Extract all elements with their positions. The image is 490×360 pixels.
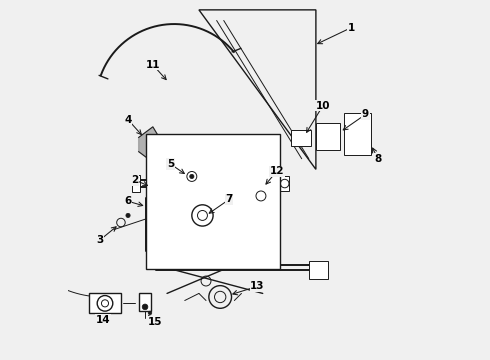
Text: 7: 7 <box>225 194 233 204</box>
Text: 1: 1 <box>348 23 355 33</box>
Text: 4: 4 <box>124 115 132 125</box>
Bar <box>344 113 371 155</box>
Bar <box>291 130 311 146</box>
Text: 13: 13 <box>250 281 265 291</box>
Circle shape <box>142 304 148 310</box>
Text: 15: 15 <box>147 317 162 327</box>
Text: 8: 8 <box>374 154 382 164</box>
Circle shape <box>148 311 152 315</box>
Text: 6: 6 <box>124 196 132 206</box>
Text: 11: 11 <box>146 60 160 70</box>
Circle shape <box>190 174 194 179</box>
Text: 14: 14 <box>96 315 111 325</box>
Bar <box>316 123 340 150</box>
Text: 10: 10 <box>316 100 330 111</box>
Text: 9: 9 <box>362 109 369 120</box>
Bar <box>139 293 151 311</box>
Polygon shape <box>139 127 164 162</box>
Bar <box>309 261 328 279</box>
Bar <box>132 175 141 192</box>
Circle shape <box>126 213 130 217</box>
Bar <box>146 134 280 269</box>
Text: 12: 12 <box>270 166 284 176</box>
Bar <box>89 293 121 313</box>
Bar <box>280 176 289 192</box>
Text: 3: 3 <box>96 235 103 245</box>
Text: 5: 5 <box>167 159 174 169</box>
Text: 2: 2 <box>131 175 139 185</box>
